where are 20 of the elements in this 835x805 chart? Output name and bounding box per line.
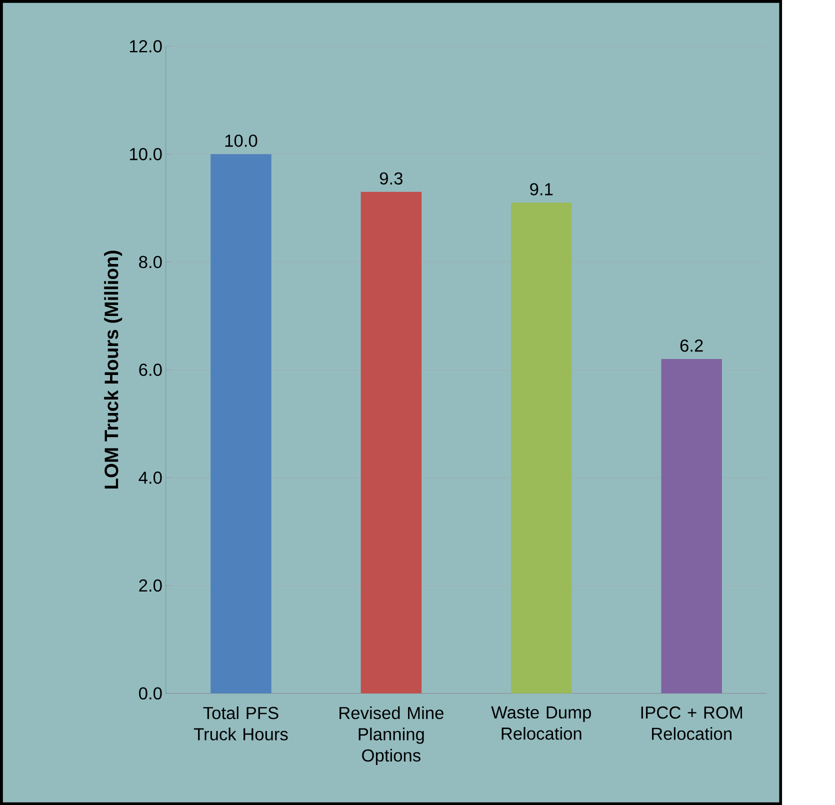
y-tick-label: 0.0 bbox=[139, 687, 162, 700]
y-tick-label: 2.0 bbox=[139, 579, 162, 592]
x-tick-label: Revised Mine Planning Options bbox=[340, 706, 444, 765]
x-tick-label: Total PFS Truck Hours bbox=[194, 706, 288, 740]
data-label: 9.1 bbox=[530, 182, 553, 196]
bar bbox=[210, 154, 272, 694]
data-label: 9.3 bbox=[380, 172, 402, 184]
data-label: 6.2 bbox=[680, 339, 703, 352]
y-tick-label: 12.0 bbox=[130, 40, 162, 52]
data-label: 10.0 bbox=[225, 134, 258, 147]
y-tick-label: 6.0 bbox=[139, 364, 162, 376]
y-axis-title: LOM Truck Hours (Million) bbox=[104, 250, 122, 488]
bar bbox=[360, 192, 422, 694]
bar bbox=[661, 358, 722, 694]
y-tick-label: 10.0 bbox=[130, 148, 162, 160]
x-tick-label: Waste Dump Relocation bbox=[491, 706, 591, 740]
x-tick-label: IPCC + ROM Relocation bbox=[641, 706, 742, 740]
y-tick-label: 4.0 bbox=[138, 471, 162, 484]
y-tick-label: 8.0 bbox=[139, 256, 162, 268]
bar bbox=[511, 202, 572, 694]
